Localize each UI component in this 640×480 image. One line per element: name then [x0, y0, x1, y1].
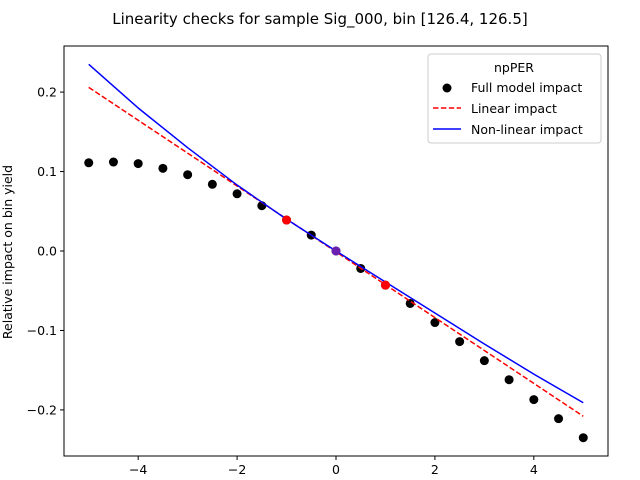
- legend: npPER Full model impact Linear impact No…: [427, 53, 602, 144]
- full-model-point: [578, 433, 588, 443]
- x-tick-label: −2: [228, 462, 246, 477]
- full-model-point: [133, 159, 143, 169]
- y-tick-label: −0.1: [27, 323, 57, 338]
- y-tick-label: 0.0: [37, 244, 57, 259]
- x-tick-label: −4: [129, 462, 147, 477]
- x-tick-label: 0: [332, 462, 340, 477]
- full-model-point: [430, 318, 440, 328]
- y-axis-label: Relative impact on bin yield: [0, 165, 15, 339]
- x-tick-label: 2: [431, 462, 439, 477]
- y-tick-label: −0.2: [27, 402, 57, 417]
- full-model-point: [183, 170, 193, 180]
- chart-title: Linearity checks for sample Sig_000, bin…: [112, 10, 527, 29]
- full-model-point: [158, 163, 168, 173]
- legend-label-full-model: Full model impact: [471, 80, 582, 95]
- full-model-point: [207, 179, 217, 189]
- y-tick-label: 0.2: [37, 85, 57, 100]
- highlight-point: [331, 246, 341, 256]
- full-model-point: [455, 337, 465, 347]
- y-tick-label: 0.1: [37, 164, 57, 179]
- plot-content: [84, 63, 588, 443]
- full-model-point: [504, 375, 514, 385]
- full-model-point: [554, 414, 564, 424]
- highlight-point: [282, 215, 292, 225]
- highlight-point: [380, 280, 390, 290]
- full-model-point: [529, 395, 539, 405]
- x-tick-label: 4: [530, 462, 538, 477]
- full-model-point: [84, 158, 94, 168]
- legend-title: npPER: [494, 60, 534, 75]
- full-model-point: [232, 189, 242, 199]
- legend-box: [427, 53, 602, 144]
- legend-label-linear: Linear impact: [471, 101, 557, 116]
- y-axis-ticks: −0.2 −0.1 0.0 0.1 0.2: [27, 85, 64, 417]
- plot-area: [84, 63, 588, 443]
- legend-label-nonlinear: Non-linear impact: [471, 122, 583, 137]
- full-model-point: [479, 356, 489, 366]
- legend-marker-full-model: [442, 83, 452, 93]
- full-model-point: [405, 298, 415, 308]
- full-model-point: [108, 157, 118, 167]
- x-axis-ticks: −4 −2 0 2 4: [129, 456, 538, 477]
